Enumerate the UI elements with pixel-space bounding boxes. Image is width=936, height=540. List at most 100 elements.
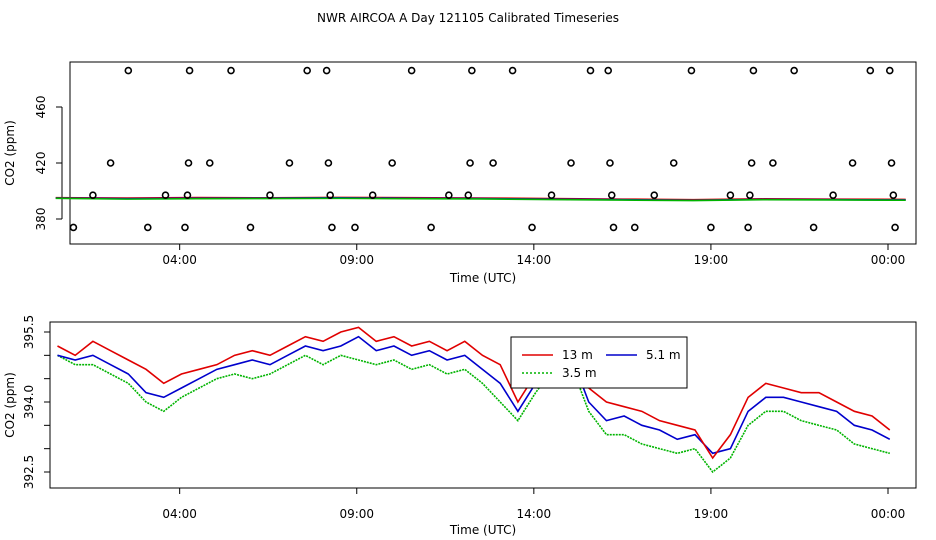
top-marker <box>809 223 818 232</box>
chart-title: NWR AIRCOA A Day 121105 Calibrated Times… <box>317 11 619 25</box>
bottom-series-group <box>57 326 891 474</box>
y-tick-label: 394.0 <box>22 385 36 419</box>
top-marker <box>266 191 274 199</box>
top-marker <box>707 223 715 232</box>
top-marker <box>468 66 476 75</box>
top-marker <box>69 223 78 232</box>
bottom-y-axis: 392.5 394.0 395.5 <box>22 315 51 489</box>
top-marker <box>246 223 255 232</box>
y-tick-label: 460 <box>34 96 48 119</box>
y-tick-label: 395.5 <box>22 315 36 349</box>
top-marker <box>143 223 152 232</box>
top-marker <box>607 191 616 199</box>
top-marker <box>746 191 754 199</box>
top-x-axis-label: Time (UTC) <box>449 271 516 285</box>
top-marker <box>769 159 777 167</box>
top-marker <box>650 191 659 199</box>
x-tick-label: 09:00 <box>339 253 374 267</box>
top-marker <box>489 159 497 167</box>
x-tick-label: 19:00 <box>694 253 729 267</box>
y-tick-label: 420 <box>34 152 48 175</box>
top-marker <box>887 159 896 167</box>
top-marker <box>749 66 758 75</box>
top-marker <box>609 223 618 232</box>
top-marker <box>185 66 194 75</box>
top-marker <box>124 66 133 75</box>
top-marker <box>106 159 115 167</box>
top-marker <box>183 191 192 199</box>
bottom-panel: 04:00 09:00 14:00 19:00 00:00 392.5 394.0 395.… <box>3 315 917 537</box>
bottom-plot-frame <box>49 321 917 489</box>
top-x-axis: 04:00 09:00 14:00 19:00 00:00 <box>162 243 906 267</box>
top-marker <box>322 66 331 75</box>
top-marker <box>547 191 556 199</box>
top-marker <box>388 159 396 167</box>
top-marker <box>606 159 614 167</box>
top-marker <box>726 191 735 199</box>
top-marker <box>528 223 536 232</box>
x-tick-label: 04:00 <box>162 507 197 521</box>
top-marker <box>445 191 453 199</box>
x-tick-label: 14:00 <box>517 253 552 267</box>
y-tick-label: 380 <box>34 208 48 231</box>
top-marker <box>227 66 235 75</box>
top-series-group <box>55 196 906 202</box>
top-marker <box>687 66 696 75</box>
top-marker <box>508 66 517 75</box>
top-marker <box>466 159 474 167</box>
top-marker <box>790 66 798 75</box>
x-tick-label: 19:00 <box>694 507 729 521</box>
bottom-x-axis-label: Time (UTC) <box>449 523 516 537</box>
top-marker <box>407 66 416 75</box>
top-marker <box>866 66 875 75</box>
legend-label-3-5m: 3.5 m <box>562 366 597 380</box>
top-marker <box>351 223 359 232</box>
top-marker <box>747 159 756 167</box>
top-marker <box>368 191 377 199</box>
top-panel: 04:00 09:00 14:00 19:00 00:00 380 420 460 Time… <box>3 61 917 285</box>
bottom-series-line-3-5-m <box>57 354 890 474</box>
top-marker <box>184 159 193 167</box>
legend-label-13m: 13 m <box>562 348 593 362</box>
top-marker <box>326 191 334 199</box>
top-marker <box>464 191 473 199</box>
y-tick-label: 392.5 <box>22 455 36 489</box>
legend: 13 m 5.1 m 3.5 m <box>510 336 688 389</box>
x-tick-label: 14:00 <box>517 507 552 521</box>
top-marker <box>744 223 752 232</box>
top-y-axis: 380 420 460 <box>34 96 63 231</box>
top-marker <box>181 223 189 232</box>
top-marker <box>89 191 97 199</box>
top-y-axis-label: CO2 (ppm) <box>3 120 17 186</box>
x-tick-label: 00:00 <box>871 253 906 267</box>
top-marker <box>427 223 435 232</box>
top-plot-frame <box>69 61 917 245</box>
bottom-series-line-13-m <box>57 326 891 460</box>
top-marker <box>205 159 214 167</box>
top-marker <box>285 159 294 167</box>
top-marker <box>885 66 894 75</box>
top-marker <box>630 223 639 232</box>
x-tick-label: 09:00 <box>339 507 374 521</box>
top-marker <box>848 159 857 167</box>
top-marker <box>303 66 311 75</box>
legend-label-5-1m: 5.1 m <box>646 348 681 362</box>
top-marker <box>604 66 613 75</box>
bottom-series-line-5-1-m <box>57 335 891 455</box>
top-marker <box>324 159 333 167</box>
legend-box <box>510 336 688 389</box>
bottom-x-axis: 04:00 09:00 14:00 19:00 00:00 <box>162 487 906 521</box>
x-tick-label: 00:00 <box>871 507 906 521</box>
top-marker <box>829 191 837 199</box>
top-marker <box>567 159 575 167</box>
top-marker <box>669 159 678 167</box>
top-series-line <box>55 197 906 202</box>
x-tick-label: 04:00 <box>162 253 197 267</box>
top-marker <box>891 223 899 232</box>
bottom-y-axis-label: CO2 (ppm) <box>3 372 17 438</box>
top-marker <box>328 223 336 232</box>
top-marker <box>889 191 898 199</box>
top-marker <box>161 191 170 199</box>
top-marker <box>586 66 595 75</box>
